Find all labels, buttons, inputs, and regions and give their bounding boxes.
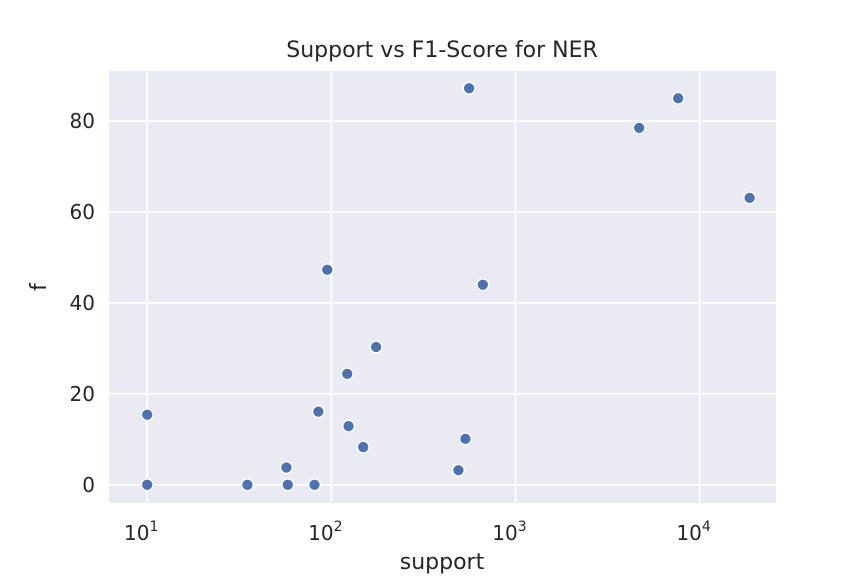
data-point (459, 432, 472, 446)
y-tick-label: 0 (82, 473, 95, 497)
data-point (462, 81, 476, 95)
data-point (340, 367, 354, 381)
chart-title: Support vs F1-Score for NER (286, 38, 598, 63)
data-point (476, 278, 490, 292)
x-axis-label: support (400, 550, 485, 575)
data-point (308, 478, 321, 492)
y-axis-label: f (27, 282, 52, 291)
data-point (671, 91, 685, 105)
data-point (743, 191, 757, 205)
x-tick-label: 104 (676, 519, 710, 545)
y-tick-label: 40 (70, 291, 95, 315)
x-tick-label: 101 (124, 519, 158, 545)
data-point (140, 478, 154, 492)
data-point (451, 463, 465, 477)
data-point (632, 121, 646, 135)
data-point (279, 461, 293, 474)
x-tick-label: 102 (308, 519, 342, 545)
data-point (140, 408, 154, 422)
y-tick-label: 80 (70, 109, 95, 133)
data-point (311, 405, 325, 419)
data-point (320, 263, 334, 277)
data-point (281, 478, 295, 492)
data-point (240, 478, 254, 492)
x-tick-label: 103 (492, 519, 526, 545)
tick-labels: 0 20 40 60 80 101 102 103 104 (70, 109, 711, 545)
y-tick-label: 60 (70, 200, 95, 224)
data-point (356, 440, 370, 454)
plot-area (109, 71, 776, 503)
data-point (342, 419, 355, 433)
y-tick-label: 20 (70, 382, 95, 406)
data-points (140, 81, 757, 492)
grid (109, 71, 776, 503)
data-point (369, 340, 383, 354)
